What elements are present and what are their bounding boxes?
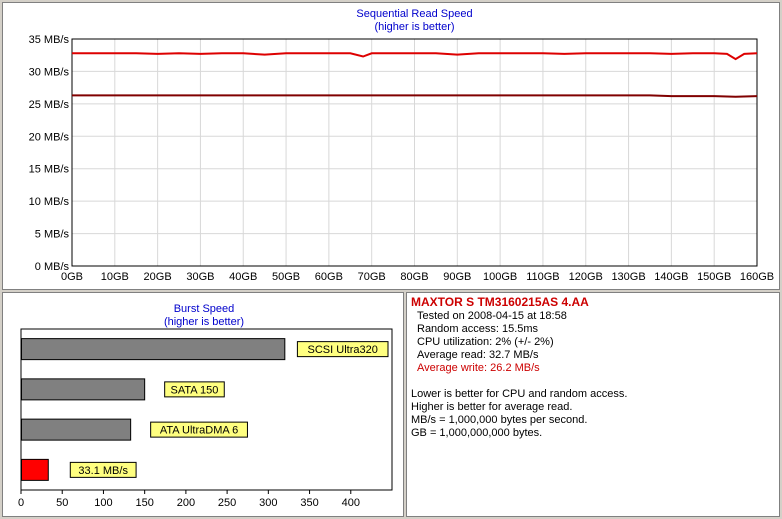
x-tick-label: 150: [135, 497, 153, 509]
burst-title: Burst Speed: [174, 303, 235, 315]
x-tick-label: 100: [94, 497, 112, 509]
x-tick-label: 60GB: [315, 271, 343, 283]
y-tick-label: 30 MB/s: [29, 66, 70, 78]
bar-label: SCSI Ultra320: [308, 344, 378, 356]
sequential-read-panel: Sequential Read Speed (higher is better) 0…: [2, 2, 780, 290]
x-tick-label: 150GB: [697, 271, 731, 283]
tested-date: Tested on 2008-04-15 at 18:58: [417, 310, 567, 322]
y-tick-label: 5 MB/s: [35, 229, 70, 241]
read-speed-line: [72, 52, 758, 61]
x-tick-label: 80GB: [400, 271, 428, 283]
sequential-read-chart: Sequential Read Speed(higher is better) 0…: [29, 8, 774, 283]
note-mbs-definition: MB/s = 1,000,000 bytes per second.: [411, 414, 588, 426]
x-tick-label: 90GB: [443, 271, 471, 283]
y-tick-label: 20 MB/s: [29, 131, 70, 143]
y-tick-label: 0 MB/s: [35, 261, 70, 273]
drive-name: MAXTOR S TM3160215AS 4.AA: [411, 295, 589, 309]
x-tick-label: 0: [18, 497, 24, 509]
x-tick-label: 70GB: [358, 271, 386, 283]
note-cpu-random: Lower is better for CPU and random acces…: [411, 388, 628, 400]
x-tick-label: 40GB: [229, 271, 257, 283]
x-tick-label: 160GB: [740, 271, 774, 283]
bar-label-box: [69, 461, 137, 478]
x-tick-label: 110GB: [526, 271, 559, 283]
burst-subtitle: (higher is better): [164, 316, 244, 328]
y-tick-label: 25 MB/s: [29, 99, 70, 111]
y-tick-label: 15 MB/s: [29, 164, 70, 176]
x-tick-label: 0GB: [61, 271, 83, 283]
x-tick-label: 20GB: [144, 271, 172, 283]
drive-info-panel: MAXTOR S TM3160215AS 4.AA Tested on 2008…: [406, 292, 780, 517]
x-tick-label: 50GB: [272, 271, 300, 283]
y-tick-label: 10 MB/s: [29, 196, 70, 208]
bar-label: 33.1 MB/s: [78, 465, 128, 477]
bar: [21, 338, 286, 361]
chart-subtitle: (higher is better): [374, 21, 454, 33]
chart-title: Sequential Read Speed: [356, 8, 472, 20]
average-write: Average write: 26.2 MB/s: [417, 362, 540, 374]
y-tick-label: 35 MB/s: [29, 34, 70, 46]
x-tick-label: 250: [218, 497, 236, 509]
cpu-utilization: CPU utilization: 2% (+/- 2%): [417, 336, 554, 348]
bar-label: ATA UltraDMA 6: [160, 425, 238, 437]
x-tick-label: 130GB: [611, 271, 645, 283]
x-tick-label: 100GB: [483, 271, 517, 283]
x-tick-label: 200: [177, 497, 195, 509]
x-tick-label: 30GB: [186, 271, 214, 283]
x-tick-label: 350: [300, 497, 318, 509]
x-tick-label: 140GB: [654, 271, 688, 283]
bar-label-box: [150, 421, 248, 438]
x-tick-label: 300: [259, 497, 277, 509]
x-tick-label: 400: [342, 497, 360, 509]
x-tick-label: 50: [56, 497, 68, 509]
burst-speed-chart: Burst Speed(higher is better) 0 50 100 150 20…: [18, 303, 393, 509]
x-tick-label: 120GB: [569, 271, 603, 283]
burst-speed-panel: Burst Speed (higher is better) 0 50 100 150 20…: [2, 292, 404, 517]
plot-frame: [71, 38, 758, 267]
bar: [21, 418, 132, 441]
bar-label-box: [164, 381, 225, 398]
bar: [21, 378, 146, 401]
average-read: Average read: 32.7 MB/s: [417, 349, 539, 361]
write-speed-line: [72, 94, 758, 98]
bar-label-box: [296, 341, 389, 358]
bar-label: SATA 150: [171, 384, 219, 396]
note-average-read: Higher is better for average read.: [411, 401, 573, 413]
random-access: Random access: 15.5ms: [417, 323, 539, 335]
note-gb-definition: GB = 1,000,000,000 bytes.: [411, 427, 543, 439]
bar: [21, 458, 49, 481]
x-tick-label: 10GB: [101, 271, 129, 283]
